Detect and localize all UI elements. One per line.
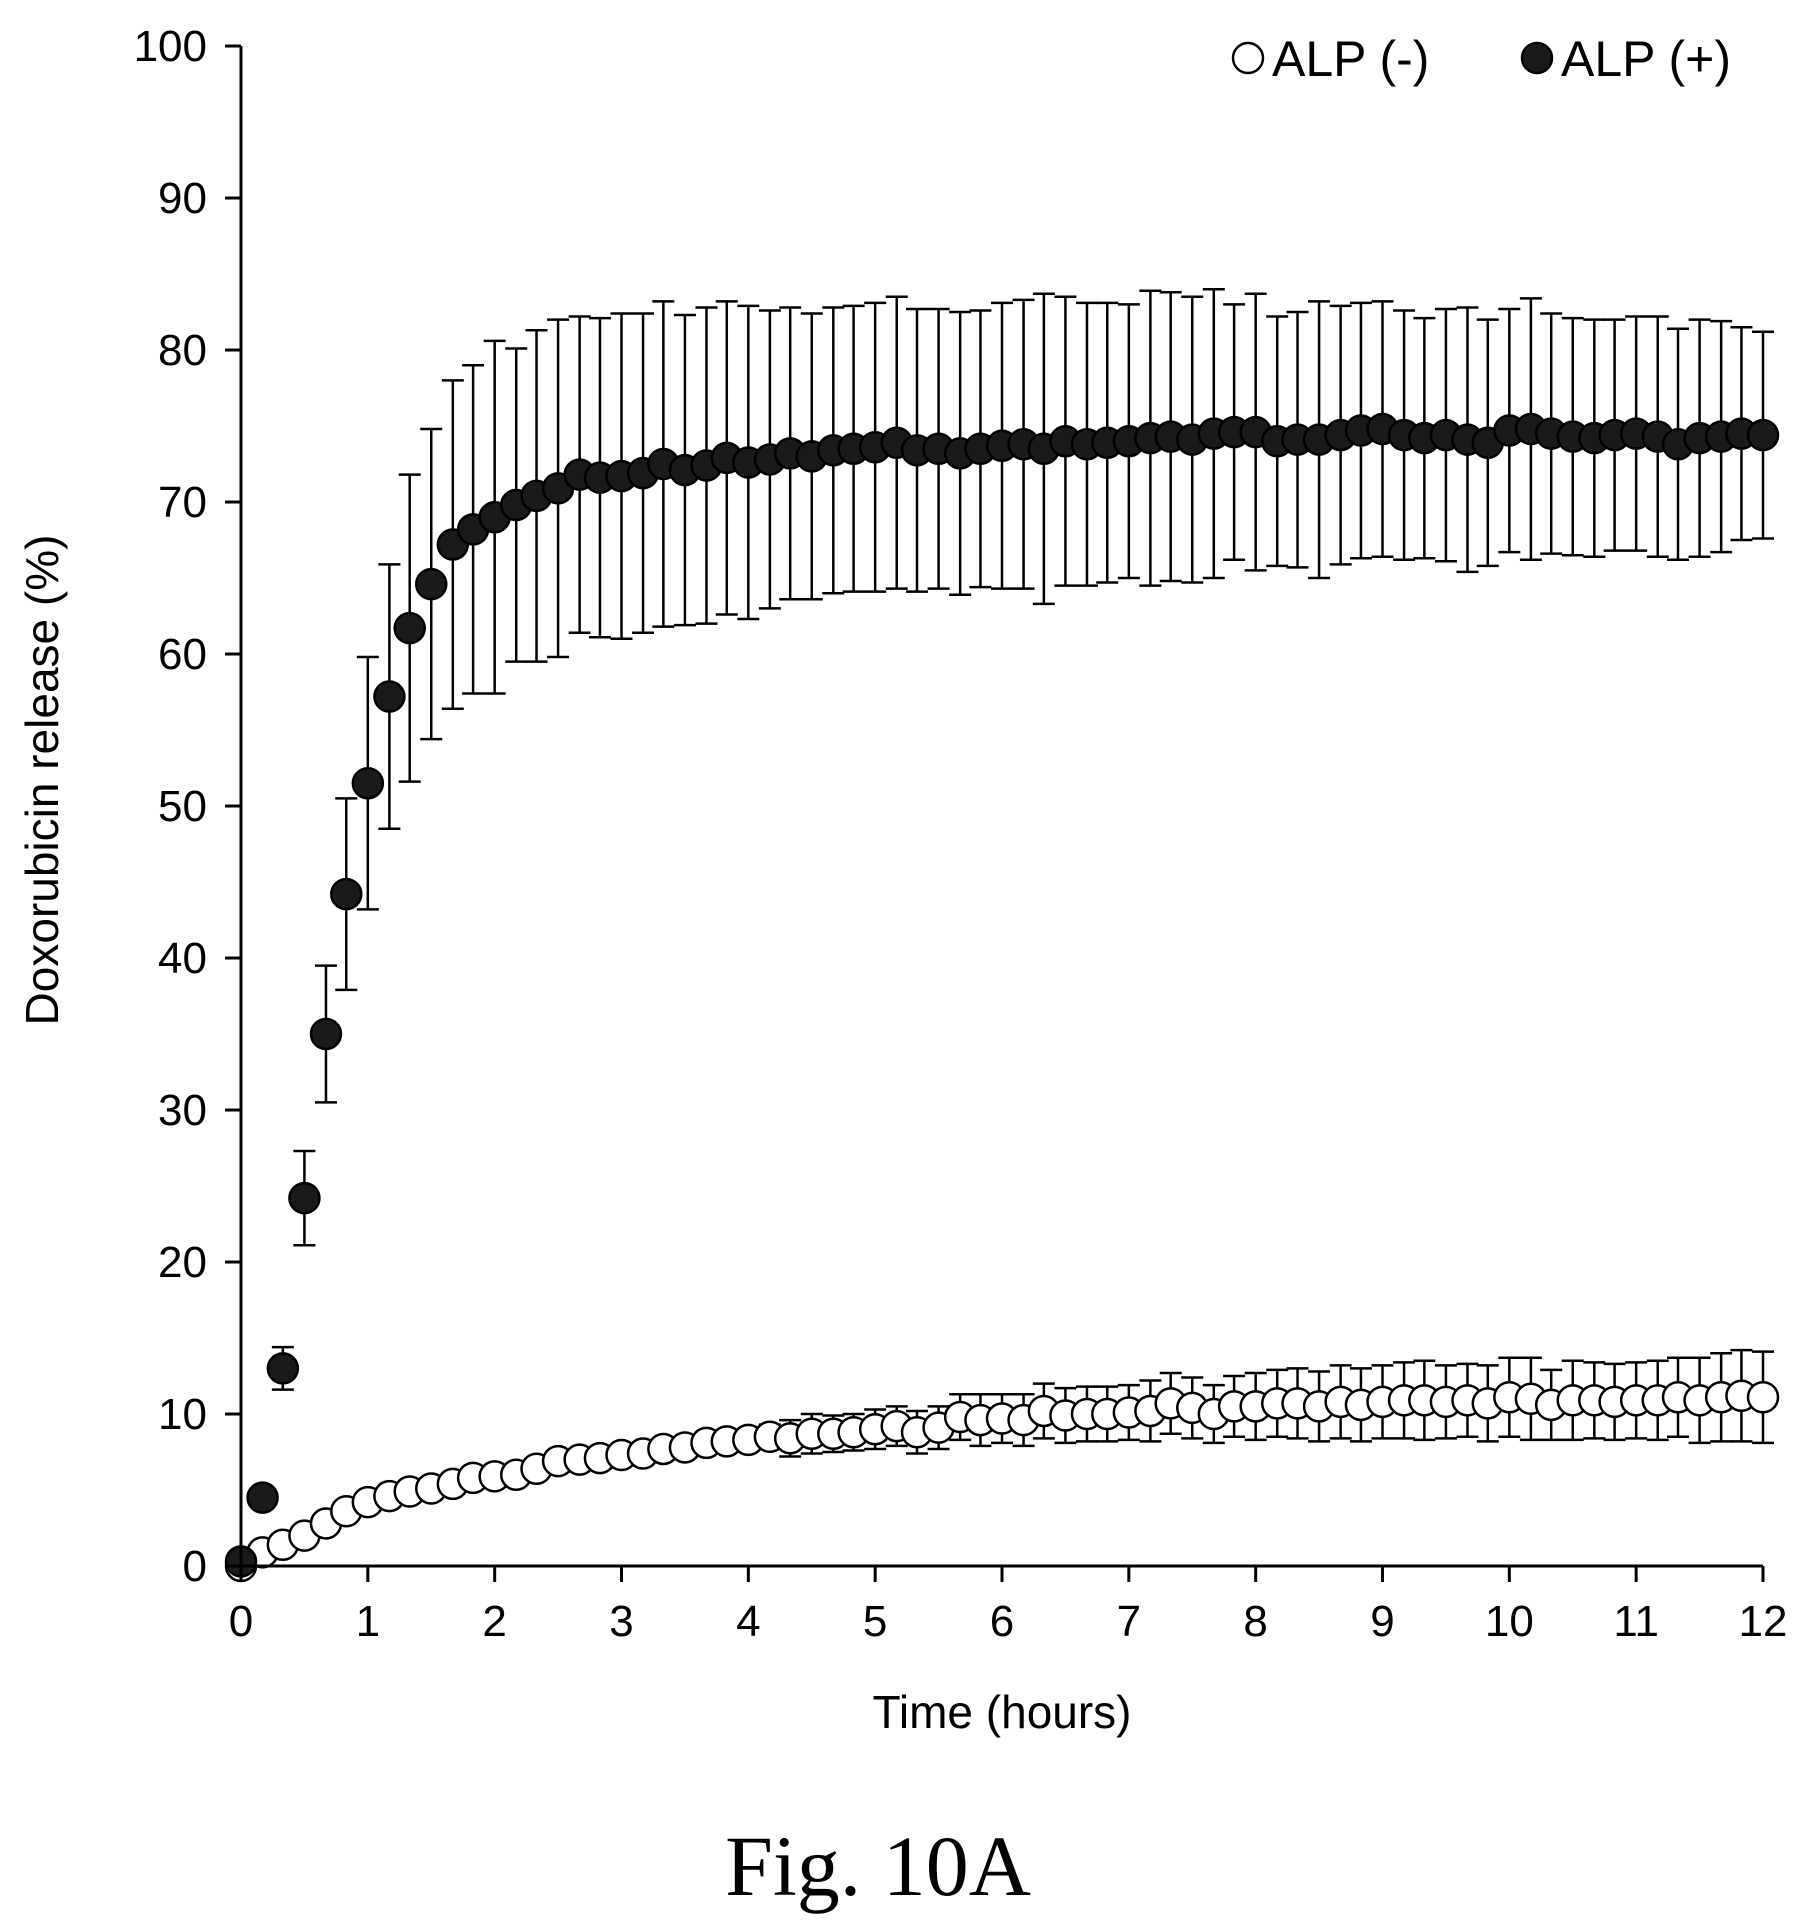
data-point-alp-plus	[288, 1181, 321, 1215]
data-point-alp-plus	[266, 1352, 300, 1385]
legend-symbol-alp-plus	[1520, 41, 1554, 75]
data-point-alp-plus	[330, 877, 363, 911]
x-tick-label: 5	[863, 1597, 887, 1646]
y-tick-label: 100	[134, 22, 207, 71]
data-point-alp-plus	[246, 1481, 279, 1514]
legend: ALP (-) ALP (+)	[1231, 31, 1731, 87]
x-tick-label: 8	[1243, 1597, 1267, 1646]
y-tick-label: 50	[158, 782, 207, 831]
x-tick-label: 3	[609, 1597, 633, 1646]
y-tick-label: 40	[158, 934, 207, 983]
x-tick-label: 12	[1739, 1597, 1788, 1646]
x-tick-label: 10	[1485, 1597, 1534, 1646]
y-tick-label: 60	[158, 630, 207, 679]
data-point-alp-plus	[351, 766, 385, 800]
x-tick-label: 4	[736, 1597, 760, 1646]
y-tick-label: 20	[158, 1238, 207, 1287]
data-point-alp-minus	[1746, 1381, 1780, 1414]
legend-symbol-alp-minus	[1231, 41, 1265, 75]
legend-label-alp-plus: ALP (+)	[1561, 31, 1731, 87]
data-point-alp-plus	[309, 1017, 343, 1051]
y-tick-label: 80	[158, 326, 207, 375]
figure-caption: Fig. 10A	[725, 1818, 1031, 1914]
x-tick-label: 6	[990, 1597, 1014, 1646]
x-tick-label: 0	[229, 1597, 253, 1646]
y-tick-label: 90	[158, 174, 207, 223]
data-markers	[224, 412, 1780, 1583]
y-tick-label: 70	[158, 478, 207, 527]
x-tick-label: 1	[356, 1597, 380, 1646]
data-point-alp-plus	[415, 567, 448, 601]
y-axis-label: Doxorubicin release (%)	[16, 535, 68, 1026]
y-tick-label: 10	[158, 1390, 207, 1439]
legend-label-alp-minus: ALP (-)	[1272, 31, 1429, 87]
x-axis-label: Time (hours)	[873, 1686, 1132, 1738]
data-point-alp-plus	[1746, 418, 1780, 452]
y-tick-label: 30	[158, 1086, 207, 1135]
x-tick-label: 2	[482, 1597, 506, 1646]
x-tick-label: 11	[1613, 1597, 1659, 1646]
axes	[239, 46, 1763, 1568]
y-tick-label: 0	[183, 1542, 207, 1591]
data-point-alp-plus	[373, 680, 406, 713]
x-tick-label: 9	[1370, 1597, 1394, 1646]
error-bars	[230, 287, 1774, 1571]
data-point-alp-plus	[393, 611, 426, 645]
x-tick-label: 7	[1117, 1597, 1141, 1646]
